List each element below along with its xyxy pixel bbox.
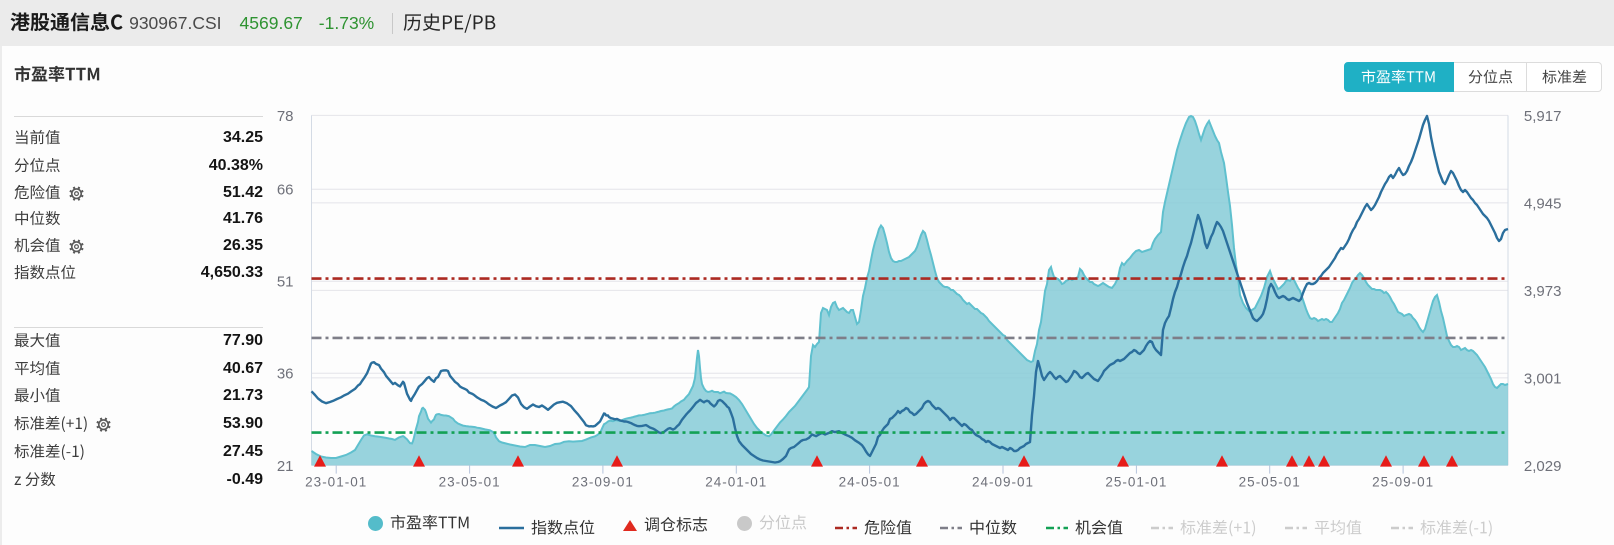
svg-text:25-01-01: 25-01-01	[1105, 475, 1167, 490]
svg-text:25-09-01: 25-09-01	[1372, 475, 1434, 490]
svg-text:4,945: 4,945	[1524, 195, 1562, 212]
svg-text:23-01-01: 23-01-01	[305, 475, 367, 490]
svg-text:78: 78	[277, 108, 294, 125]
svg-text:23-05-01: 23-05-01	[439, 475, 501, 490]
svg-text:21: 21	[277, 458, 294, 475]
svg-text:5,917: 5,917	[1524, 108, 1562, 125]
svg-text:36: 36	[277, 366, 294, 383]
svg-text:24-01-01: 24-01-01	[705, 475, 767, 490]
svg-text:24-05-01: 24-05-01	[839, 475, 901, 490]
svg-text:2,029: 2,029	[1524, 458, 1562, 475]
svg-text:3,001: 3,001	[1524, 370, 1562, 387]
svg-text:66: 66	[277, 182, 294, 199]
svg-text:25-05-01: 25-05-01	[1239, 475, 1301, 490]
svg-text:51: 51	[277, 274, 294, 291]
svg-text:3,973: 3,973	[1524, 283, 1562, 300]
svg-text:23-09-01: 23-09-01	[572, 475, 634, 490]
svg-text:24-09-01: 24-09-01	[972, 475, 1034, 490]
